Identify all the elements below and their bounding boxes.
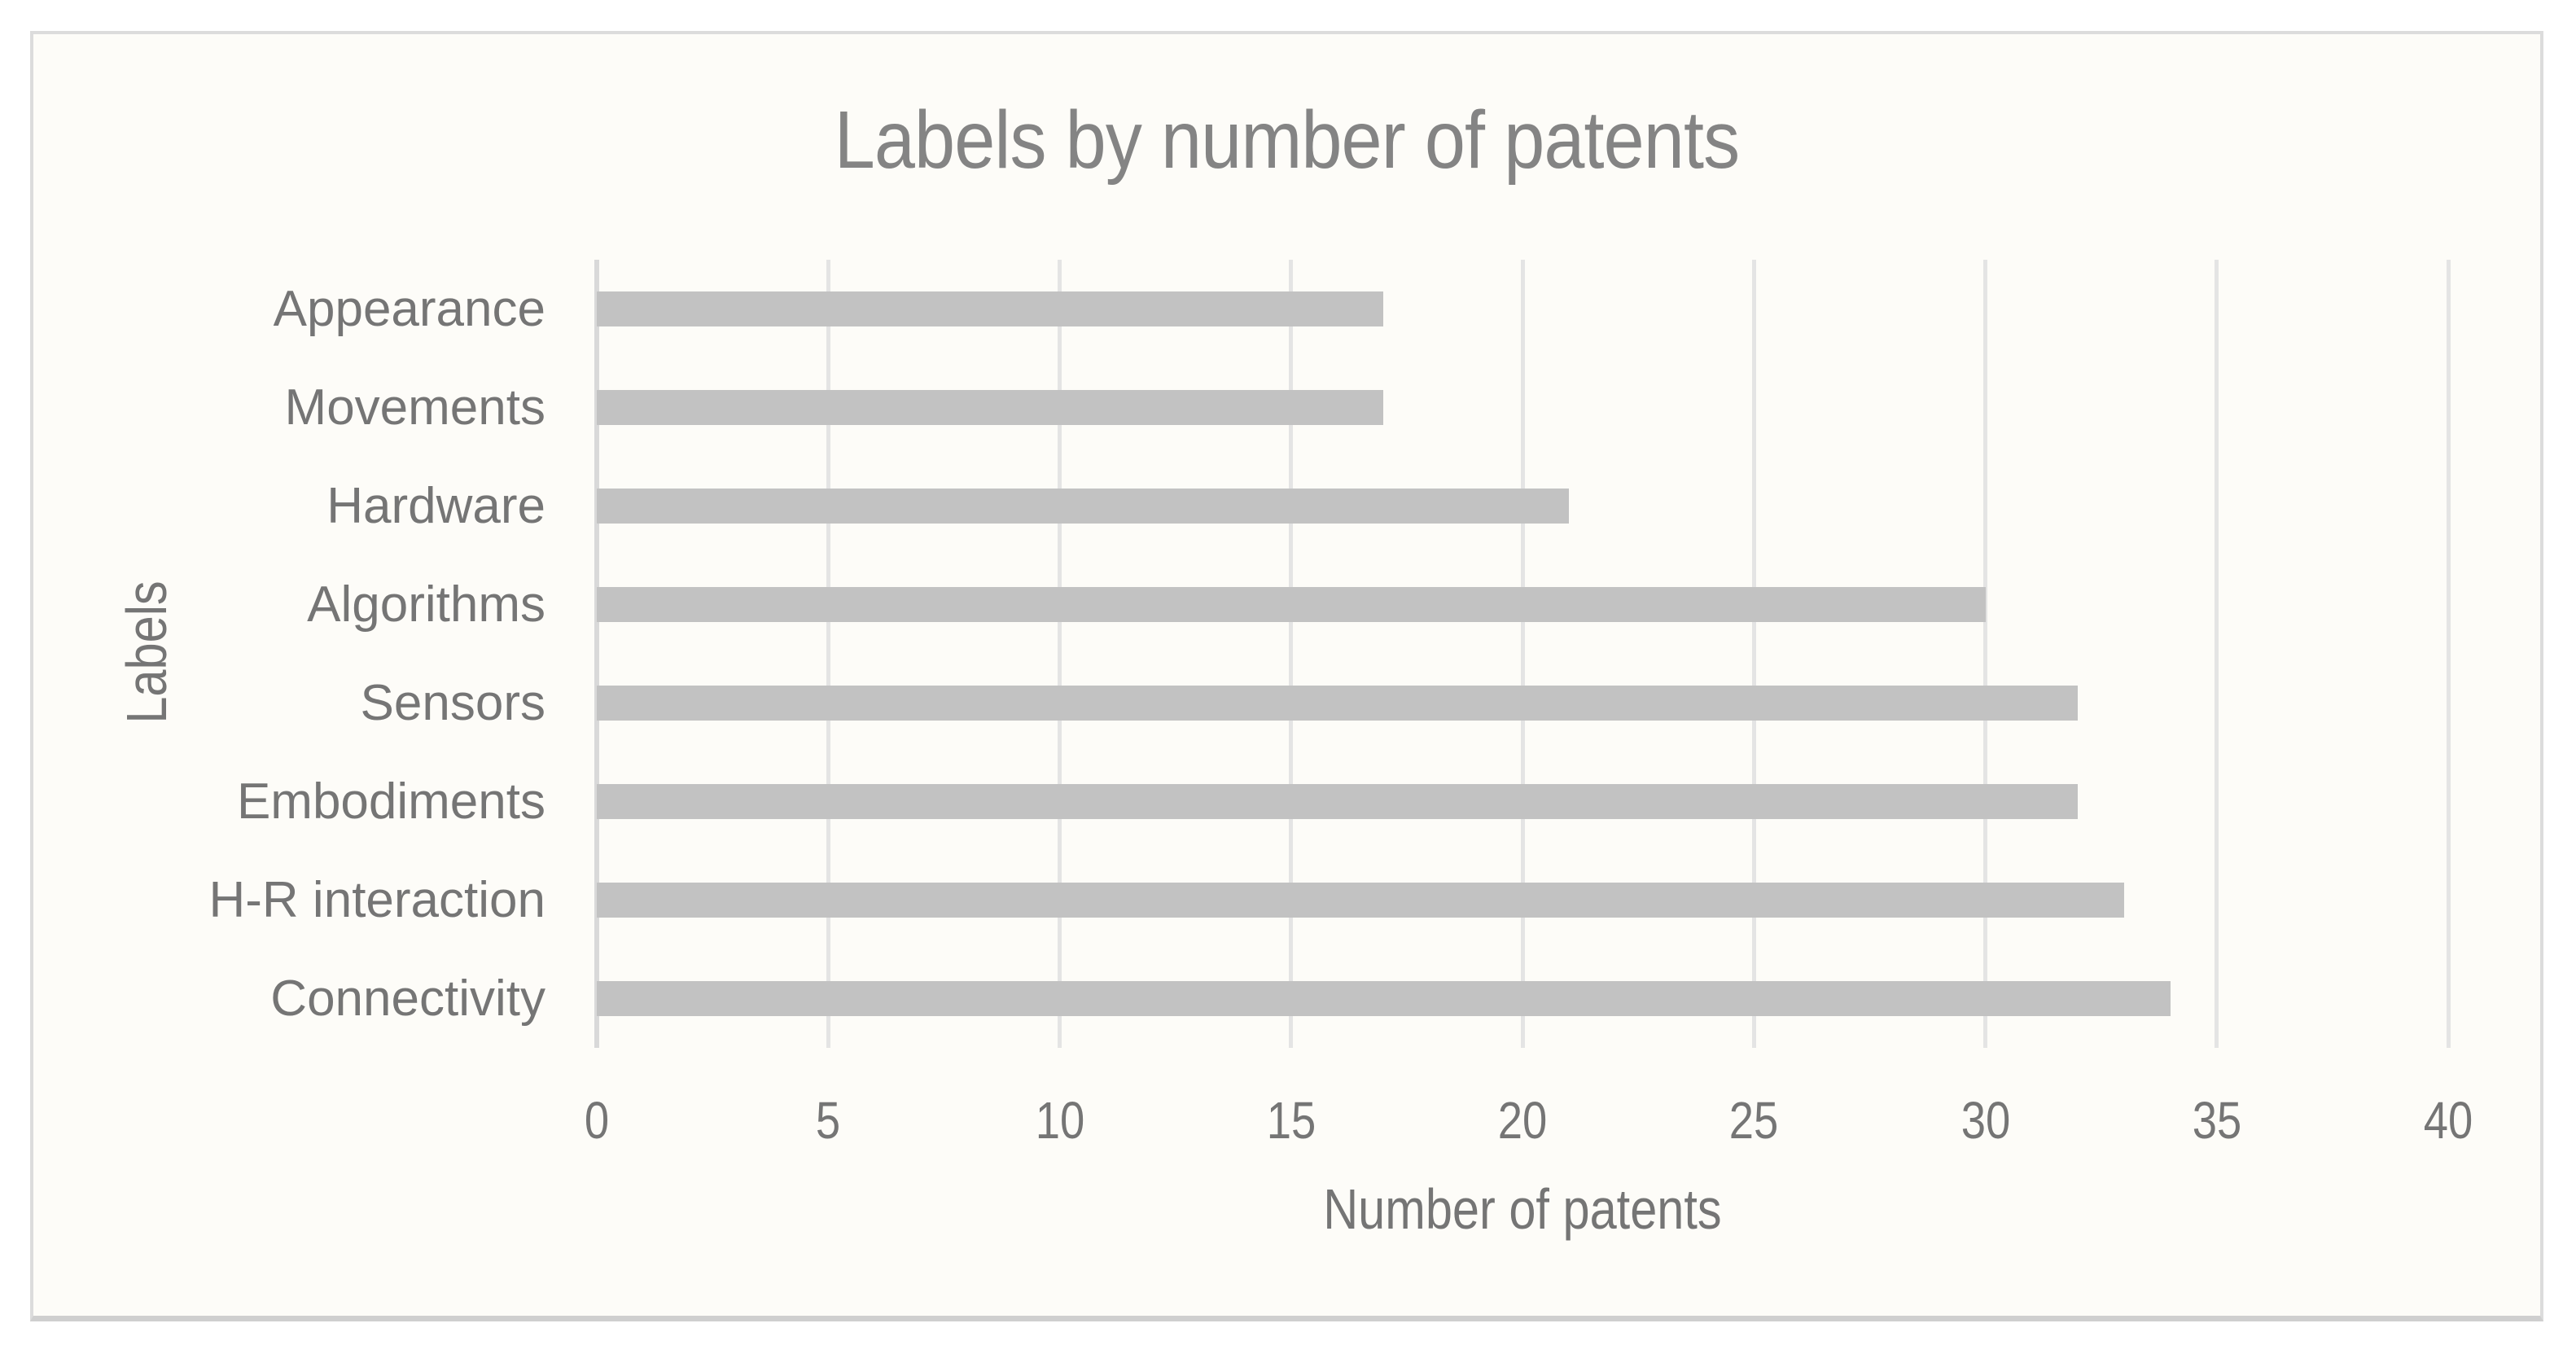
category-label-connectivity: Connectivity: [270, 971, 545, 1027]
gridline-x-5: [826, 260, 830, 1048]
x-tick-label-20: 20: [1497, 1091, 1548, 1150]
bar-movements: [597, 390, 1384, 425]
category-label-hardware: Hardware: [326, 478, 545, 534]
x-tick-label-5: 5: [816, 1091, 841, 1150]
bar-appearance: [597, 291, 1384, 326]
bar-sensors: [597, 686, 2079, 721]
plot-area: [594, 260, 2451, 1048]
x-tick-label-15: 15: [1266, 1091, 1316, 1150]
x-tick-label-0: 0: [584, 1091, 610, 1150]
x-tick-label-30: 30: [1960, 1091, 2010, 1150]
category-label-algorithms: Algorithms: [307, 576, 545, 633]
bar-connectivity: [597, 981, 2171, 1016]
bar-hardware: [597, 489, 1569, 524]
gridline-x-10: [1058, 260, 1062, 1048]
category-label-movements: Movements: [284, 379, 545, 436]
category-label-h-r-interaction: H-R interaction: [208, 872, 545, 928]
x-axis-title: Number of patents: [597, 1172, 2448, 1246]
x-tick-label-40: 40: [2423, 1091, 2473, 1150]
x-tick-label-10: 10: [1035, 1091, 1084, 1150]
category-label-sensors: Sensors: [360, 675, 545, 731]
bar-algorithms: [597, 587, 1986, 622]
x-axis-tick-labels: 0 5 10 15 20 25 30 35 40: [585, 1084, 2473, 1157]
chart-frame: Labels by number of patents Labels Appea…: [30, 31, 2543, 1321]
bar-embodiments: [597, 784, 2079, 819]
chart-title: Labels by number of patents: [33, 79, 2540, 201]
category-label-appearance: Appearance: [273, 281, 545, 337]
gridline-x-25: [1751, 260, 1756, 1048]
gridline-x-15: [1289, 260, 1294, 1048]
x-axis-title-text: Number of patents: [1323, 1177, 1722, 1241]
category-label-embodiments: Embodiments: [236, 773, 545, 830]
x-tick-label-25: 25: [1728, 1091, 1779, 1150]
chart-title-text: Labels by number of patents: [834, 94, 1740, 186]
x-tick-label-35: 35: [2192, 1091, 2242, 1150]
gridline-x-20: [1520, 260, 1525, 1048]
gridline-x-30: [1983, 260, 1987, 1048]
gridline-x-40: [2446, 260, 2451, 1048]
gridline-x-35: [2215, 260, 2219, 1048]
value-axis-line: [594, 260, 599, 1048]
category-axis-labels: Appearance Movements Hardware Algorithms Sen…: [33, 260, 545, 1048]
bar-h-r-interaction: [597, 883, 2125, 918]
